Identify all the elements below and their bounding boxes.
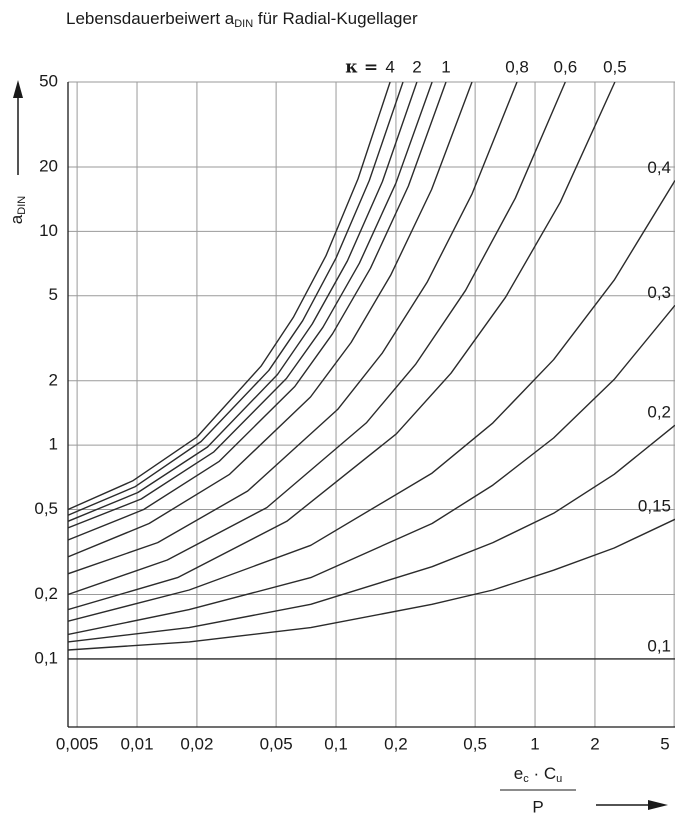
x-label-part: e — [514, 764, 523, 783]
x-tick-label: 0,1 — [324, 734, 348, 753]
curve — [68, 82, 473, 558]
y-tick-label: 5 — [49, 285, 58, 304]
y-arrow-head — [13, 80, 23, 98]
series-label: 4 — [385, 57, 394, 76]
y-tick-label: 0,1 — [34, 648, 58, 667]
curve — [68, 82, 391, 511]
chart-title: Lebensdauerbeiwert aDIN für Radial-Kugel… — [66, 9, 418, 29]
x-arrow-head — [648, 800, 668, 810]
curve — [68, 304, 675, 636]
x-tick-label: 0,5 — [463, 734, 487, 753]
title-text: Lebensdauerbeiwert a — [66, 9, 235, 28]
series-label: 0,6 — [554, 57, 578, 76]
curve — [68, 82, 518, 575]
x-tick-label: 1 — [530, 734, 539, 753]
x-tick-label: 0,2 — [384, 734, 408, 753]
curves — [68, 82, 675, 660]
x-label-part: c — [523, 773, 529, 785]
series-label: 0,2 — [647, 403, 671, 422]
series-label: 1 — [441, 57, 450, 76]
curve — [68, 424, 675, 643]
curve — [68, 518, 675, 651]
series-label: 2 — [412, 57, 421, 76]
series-label: 0,4 — [647, 158, 671, 177]
y-tick-label: 0,5 — [34, 499, 58, 518]
x-tick-label: 2 — [590, 734, 599, 753]
series-label: 0,3 — [647, 283, 671, 302]
y-tick-label: 1 — [49, 435, 58, 454]
y-axis-label: aDIN — [7, 196, 27, 224]
y-tick-label: 50 — [39, 71, 58, 90]
x-tick-label: 0,02 — [180, 734, 213, 753]
curve — [68, 180, 675, 622]
y-tick-label: 2 — [49, 370, 58, 389]
series-label: 0,8 — [505, 57, 529, 76]
curve — [68, 82, 418, 522]
x-tick-label: 0,005 — [56, 734, 99, 753]
y-tick-label: 10 — [39, 221, 58, 240]
curve — [68, 82, 404, 516]
series-label: 0,15 — [638, 497, 671, 516]
x-label-part: u — [556, 773, 562, 785]
x-tick-label: 5 — [660, 734, 669, 753]
curve — [68, 82, 566, 596]
y-tick-label: 0,2 — [34, 584, 58, 603]
y-tick-label: 20 — [39, 157, 58, 176]
series-label: 0,1 — [647, 636, 671, 655]
x-tick-label: 0,01 — [120, 734, 153, 753]
title-subscript: DIN — [234, 18, 253, 30]
kappa-label: κ = — [345, 58, 378, 78]
x-label-part: · C — [529, 764, 556, 783]
x-axis-label: ec · Cu — [514, 764, 562, 784]
curve — [68, 82, 616, 611]
y-label-text: a — [7, 214, 26, 224]
series-label: 0,5 — [603, 57, 627, 76]
title-text: für Radial-Kugellager — [253, 9, 418, 28]
x-label-denominator: P — [532, 797, 543, 816]
curve — [68, 82, 433, 529]
curve — [68, 82, 447, 541]
x-tick-label: 0,05 — [260, 734, 293, 753]
y-label-subscript: DIN — [16, 196, 28, 215]
